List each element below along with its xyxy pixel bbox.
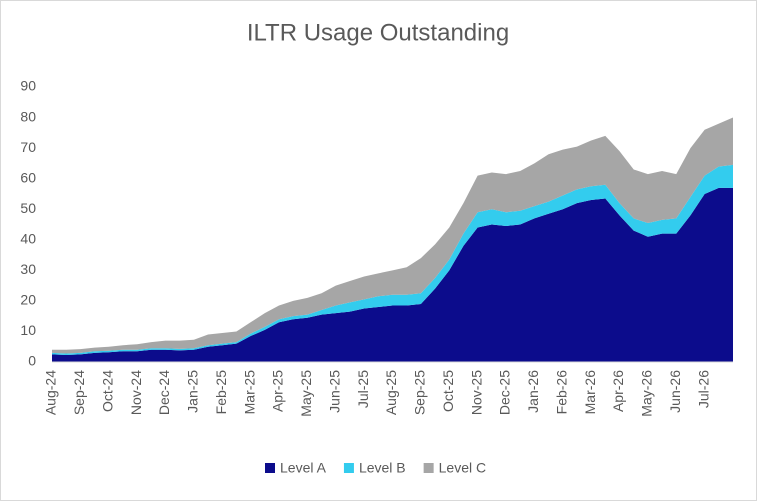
x-tick-label: Aug-25 <box>383 370 399 415</box>
x-tick-label: Dec-24 <box>156 370 172 415</box>
x-tick-label: Aug-24 <box>43 370 59 415</box>
legend-swatch <box>423 463 434 473</box>
area <box>52 117 733 354</box>
x-tick-label: Apr-25 <box>270 370 286 412</box>
x-tick-label: Jun-25 <box>326 370 342 413</box>
legend-swatch <box>265 463 275 473</box>
x-tick-label: Sep-24 <box>71 370 87 415</box>
y-tick-label: 80 <box>20 108 36 124</box>
x-tick-label: May-26 <box>639 370 655 417</box>
y-tick-label: 60 <box>20 169 36 185</box>
x-tick-label: Mar-25 <box>241 370 257 415</box>
x-tick-label: Jan-26 <box>525 370 541 413</box>
x-tick-label: Oct-25 <box>440 370 456 412</box>
x-tick-label: Feb-26 <box>553 370 569 415</box>
x-tick-label: Nov-25 <box>468 370 484 415</box>
y-tick-label: 30 <box>20 261 36 277</box>
x-tick-label: May-25 <box>298 370 314 417</box>
y-tick-label: 10 <box>20 322 36 338</box>
x-tick-label: Jan-25 <box>185 370 201 413</box>
x-tick-label: Dec-25 <box>497 370 513 415</box>
x-tick-label: Jun-26 <box>667 370 683 413</box>
y-tick-label: 90 <box>20 78 36 94</box>
x-tick-label: Sep-25 <box>412 370 428 415</box>
legend-swatch <box>343 463 354 473</box>
x-tick-label: Oct-24 <box>99 370 115 412</box>
x-tick-label: Jul-26 <box>695 370 711 408</box>
x-tick-label: Mar-26 <box>582 370 598 415</box>
area <box>52 187 733 362</box>
y-tick-label: 0 <box>28 353 36 369</box>
y-tick-label: 20 <box>20 292 36 308</box>
legend-label: Level C <box>439 460 486 476</box>
y-tick-label: 40 <box>20 230 36 246</box>
y-tick-label: 50 <box>20 200 36 216</box>
x-tick-label: Jul-25 <box>355 370 371 408</box>
legend-label: Level B <box>359 460 406 476</box>
x-tick-label: Nov-24 <box>128 370 144 415</box>
x-tick-label: Feb-25 <box>213 370 229 415</box>
chart-title: ILTR Usage Outstanding <box>247 19 509 46</box>
legend-label: Level A <box>280 460 327 476</box>
y-tick-label: 70 <box>20 139 36 155</box>
x-tick-label: Apr-26 <box>610 370 626 412</box>
